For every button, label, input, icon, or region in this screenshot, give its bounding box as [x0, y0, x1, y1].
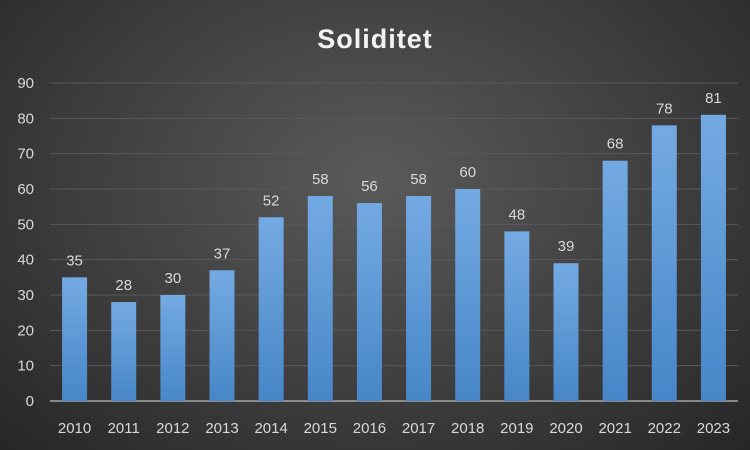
- x-tick-label: 2015: [304, 420, 337, 437]
- data-label-2011: 28: [115, 277, 132, 294]
- data-label-2010: 35: [66, 252, 83, 269]
- bar-2020: [553, 263, 579, 401]
- bar-2013: [209, 270, 235, 401]
- data-label-2017: 58: [410, 171, 427, 188]
- data-label-2015: 58: [312, 171, 329, 188]
- bar-2018: [455, 189, 481, 401]
- y-tick-label: 90: [17, 75, 34, 92]
- bar-2011: [111, 302, 137, 401]
- x-tick-label: 2020: [549, 420, 582, 437]
- bar-2010: [62, 277, 88, 401]
- x-tick-label: 2012: [156, 420, 189, 437]
- x-tick-label: 2013: [205, 420, 238, 437]
- data-label-2019: 48: [509, 206, 526, 223]
- y-tick-label: 40: [17, 252, 34, 269]
- bar-2017: [406, 196, 432, 401]
- y-tick-label: 10: [17, 358, 34, 375]
- x-tick-label: 2019: [500, 420, 533, 437]
- x-tick-label: 2018: [451, 420, 484, 437]
- bar-2021: [602, 160, 628, 401]
- chart-title: Soliditet: [317, 24, 433, 54]
- x-tick-label: 2010: [58, 420, 91, 437]
- x-tick-label: 2022: [648, 420, 681, 437]
- x-tick-label: 2011: [108, 420, 140, 437]
- y-tick-label: 0: [26, 393, 34, 410]
- y-tick-label: 20: [17, 322, 34, 339]
- y-tick-label: 80: [17, 110, 34, 127]
- data-label-2022: 78: [656, 100, 673, 117]
- x-tick-label: 2017: [402, 420, 435, 437]
- x-tick-label: 2014: [254, 420, 287, 437]
- x-tick-label: 2021: [598, 420, 631, 437]
- data-label-2023: 81: [705, 90, 722, 107]
- data-label-2012: 30: [165, 270, 182, 287]
- data-label-2014: 52: [263, 192, 280, 209]
- bar-2016: [356, 203, 382, 401]
- data-label-2021: 68: [607, 136, 624, 153]
- data-label-2020: 39: [558, 238, 575, 255]
- bar-2022: [651, 125, 677, 402]
- bar-2023: [700, 114, 726, 402]
- x-tick-label: 2023: [697, 420, 730, 437]
- data-label-2013: 37: [214, 245, 231, 262]
- y-tick-label: 60: [17, 181, 34, 198]
- bar-2012: [160, 295, 186, 401]
- bar-2019: [504, 231, 530, 401]
- y-tick-label: 70: [17, 146, 34, 163]
- bar-2014: [258, 217, 284, 401]
- x-tick-label: 2016: [353, 420, 386, 437]
- data-label-2016: 56: [361, 178, 378, 195]
- y-tick-label: 50: [17, 216, 34, 233]
- bar-2015: [307, 196, 333, 401]
- y-tick-label: 30: [17, 287, 34, 304]
- data-label-2018: 60: [459, 164, 476, 181]
